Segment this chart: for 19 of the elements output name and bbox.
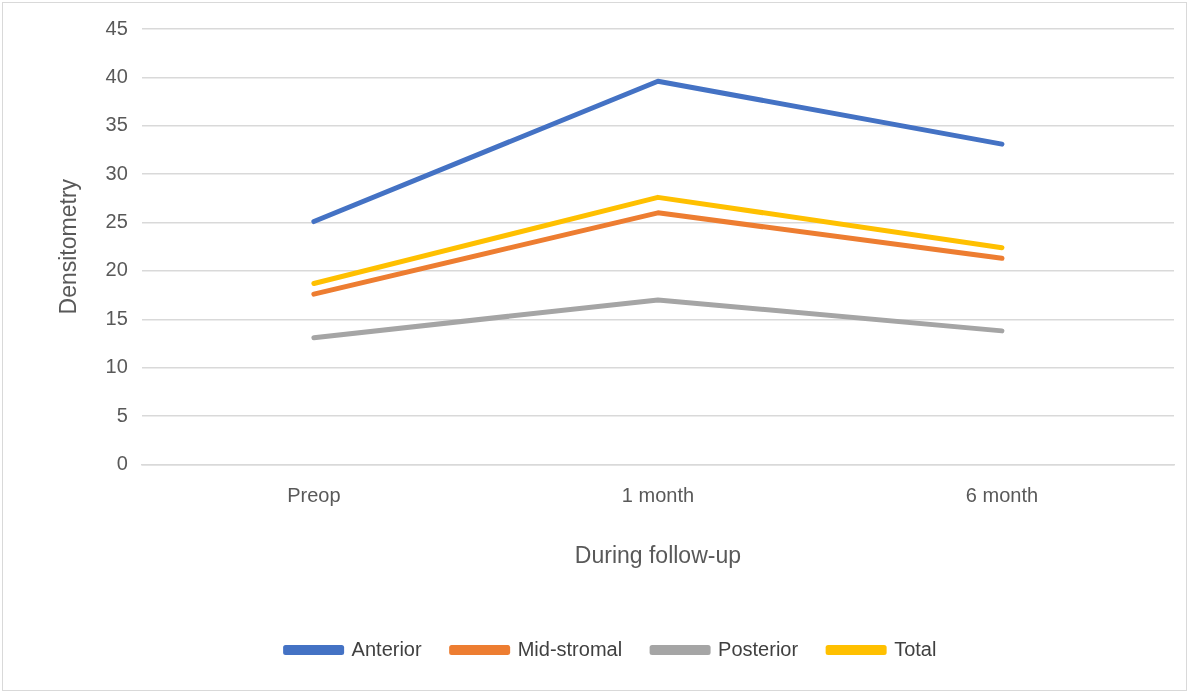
x-tick-label: 6 month	[965, 483, 1039, 506]
legend-label: Posterior	[718, 637, 799, 660]
y-tick-label: 0	[116, 451, 128, 474]
y-tick-label: 35	[105, 113, 128, 136]
y-tick-label: 10	[105, 355, 128, 378]
x-axis-title: During follow-up	[574, 541, 742, 568]
y-tick-label: 15	[105, 306, 128, 329]
y-tick-label: 20	[105, 258, 128, 281]
y-tick-label: 5	[116, 403, 128, 426]
legend-label: Total	[894, 637, 937, 660]
y-tick-label: 25	[105, 210, 128, 233]
x-tick-label: Preop	[287, 483, 341, 506]
y-axis-title: Densitometry	[55, 178, 82, 315]
y-tick-label: 45	[105, 16, 128, 39]
x-tick-label: 1 month	[621, 483, 695, 506]
legend-label: Anterior	[351, 637, 422, 660]
y-tick-label: 30	[105, 161, 128, 184]
y-tick-label: 40	[105, 64, 128, 87]
legend-label: Mid-stromal	[517, 637, 623, 660]
